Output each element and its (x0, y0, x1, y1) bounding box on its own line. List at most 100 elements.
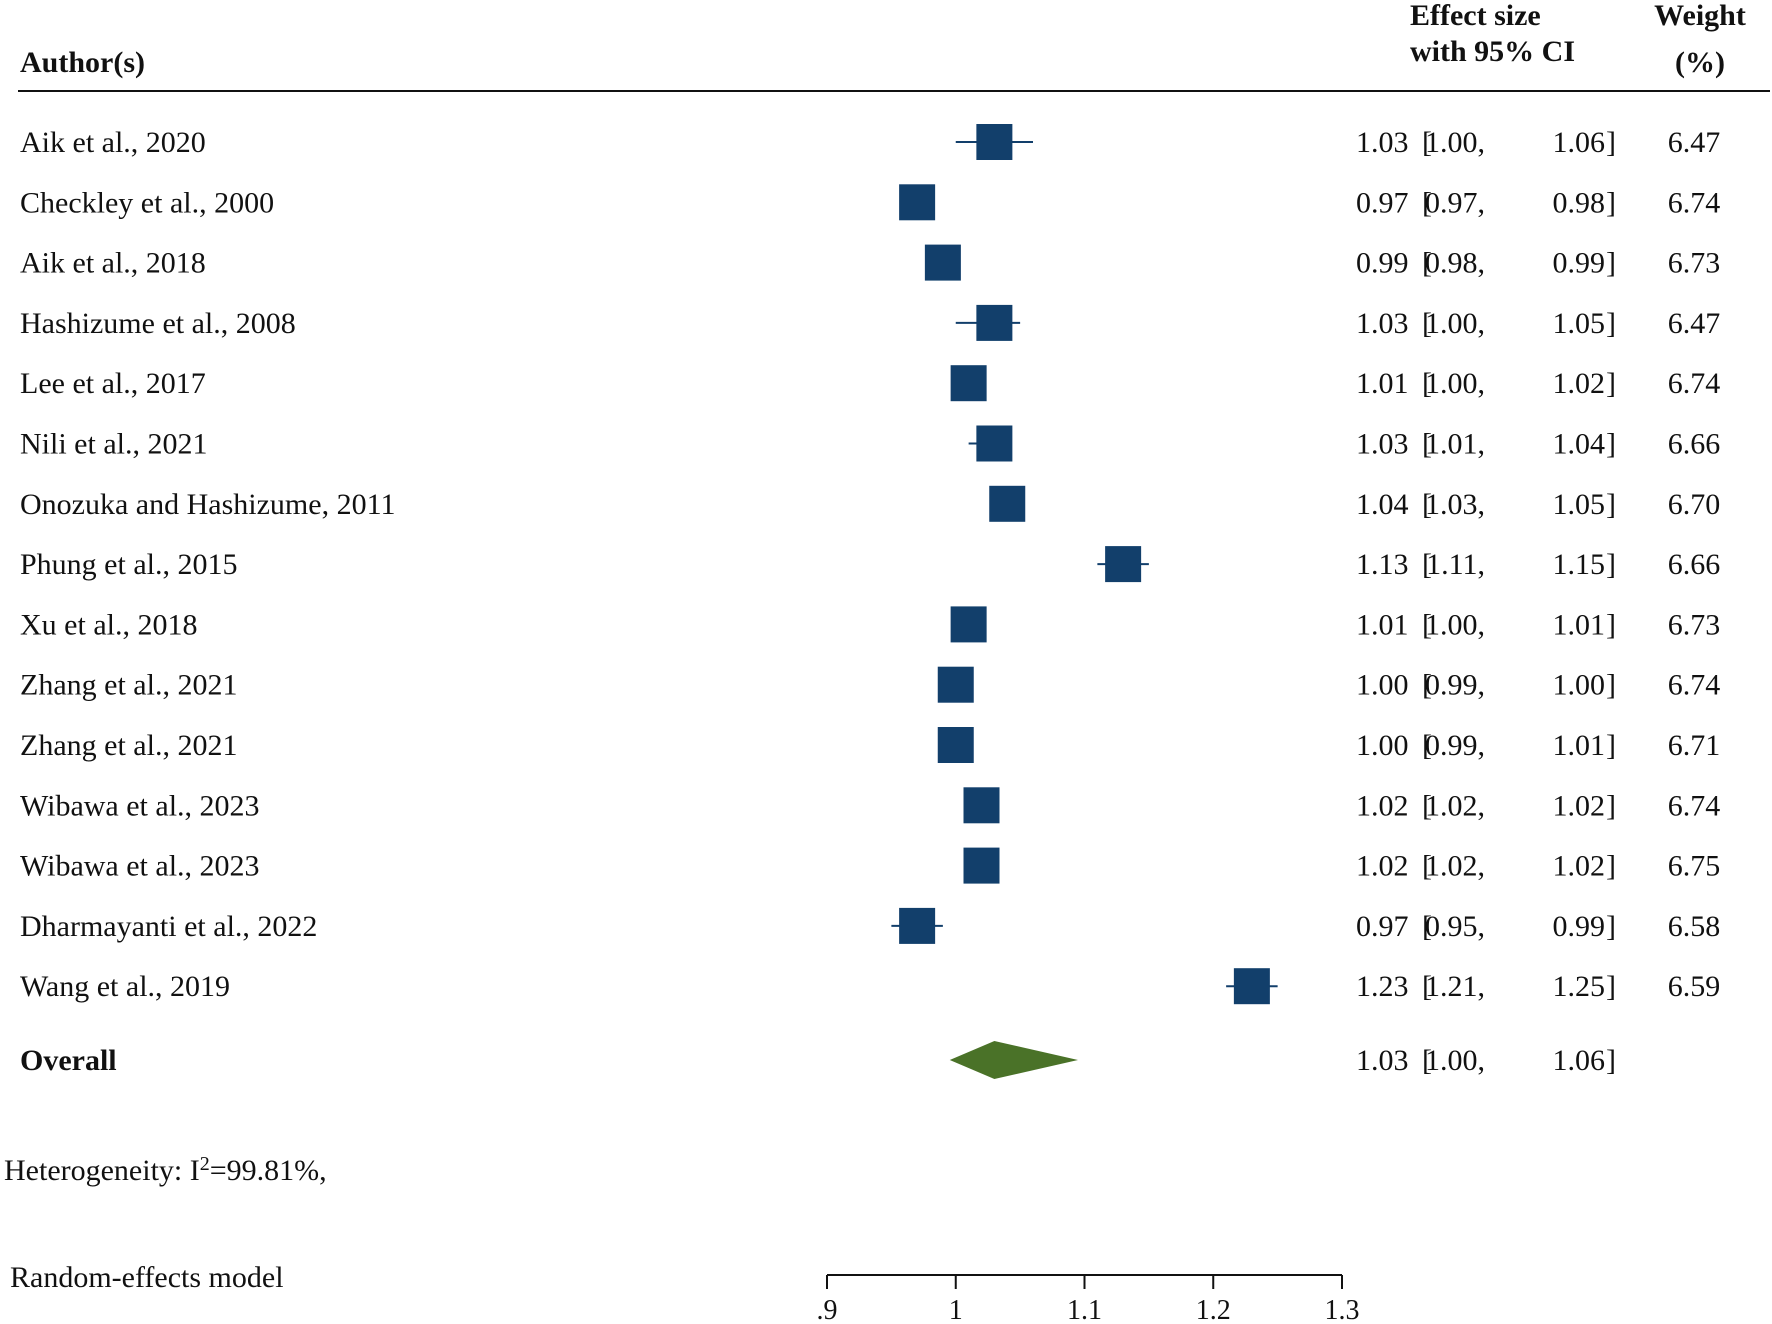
ci-upper-value: 0.99 (1553, 247, 1606, 280)
study-marker (976, 425, 1013, 462)
study-row: Zhang et al., 2021 1.00 [0.99, 1.00] 6.74 (20, 666, 1721, 703)
study-label: Hashizume et al., 2008 (20, 307, 296, 340)
x-tick-label: 1.3 (1325, 1295, 1360, 1324)
overall-ci-lower-value: 1.00, (1425, 1044, 1485, 1077)
study-marker (1233, 968, 1270, 1005)
x-tick-label: 1.2 (1196, 1295, 1231, 1324)
ci-open-bracket: [ (1422, 789, 1432, 822)
effect-size-value: 1.23 (1356, 970, 1409, 1003)
weight-value: 6.47 (1668, 307, 1721, 340)
heterogeneity-text: Heterogeneity: I2=99.81%, (4, 1153, 327, 1187)
study-marker (989, 485, 1026, 522)
study-row: Aik et al., 2018 0.99 [0.98, 0.99] 6.73 (20, 244, 1720, 281)
study-row: Zhang et al., 2021 1.00 [0.99, 1.01] 6.71 (20, 727, 1720, 763)
ci-close-bracket: ] (1606, 367, 1616, 400)
effect-size-value: 1.04 (1356, 488, 1409, 521)
study-row: Dharmayanti et al., 2022 0.97 [0.95, 0.99] 6… (20, 907, 1720, 944)
study-row: Onozuka and Hashizume, 2011 1.04 [1.03, 1.0… (20, 485, 1721, 522)
study-row: Checkley et al., 2000 0.97 [0.97, 0.98] 6.74 (20, 184, 1720, 221)
study-row: Aik et al., 2020 1.03 [1.00, 1.06] 6.47 (20, 124, 1720, 160)
ci-open-bracket: [ (1422, 910, 1432, 943)
ci-lower-value: 0.99, (1425, 729, 1485, 762)
ci-open-bracket: [ (1422, 488, 1432, 521)
ci-lower-value: 0.98, (1425, 247, 1485, 280)
ci-upper-value: 1.04 (1553, 428, 1606, 461)
overall-diamond (949, 1041, 1078, 1079)
ci-open-bracket: [ (1422, 970, 1432, 1003)
ci-lower-value: 1.01, (1425, 428, 1485, 461)
study-label: Aik et al., 2020 (20, 126, 206, 159)
effect-size-value: 1.02 (1356, 850, 1409, 883)
heterogeneity-prefix: Heterogeneity: I (4, 1154, 200, 1187)
ci-lower-value: 1.11, (1426, 548, 1485, 581)
study-row: Xu et al., 2018 1.01 [1.00, 1.01] 6.73 (20, 606, 1720, 643)
study-marker (950, 606, 987, 643)
study-row: Wibawa et al., 2023 1.02 [1.02, 1.02] 6.74 (20, 787, 1721, 824)
study-label: Lee et al., 2017 (20, 367, 206, 400)
ci-open-bracket: [ (1422, 126, 1432, 159)
ci-upper-value: 1.02 (1553, 367, 1606, 400)
study-row: Lee et al., 2017 1.01 [1.00, 1.02] 6.74 (20, 365, 1720, 402)
effect-size-value: 1.03 (1356, 307, 1409, 340)
study-marker (899, 184, 936, 221)
ci-open-bracket: [ (1422, 608, 1432, 641)
ci-close-bracket: ] (1606, 548, 1616, 581)
weight-value: 6.70 (1668, 488, 1721, 521)
effect-size-value: 1.01 (1356, 367, 1409, 400)
x-axis: .9 1 1.1 1.2 1.3 (817, 1274, 1360, 1324)
effect-size-header-line1: Effect size (1410, 0, 1541, 32)
ci-upper-value: 1.15 (1553, 548, 1606, 581)
study-marker (1105, 546, 1142, 583)
ci-upper-value: 1.05 (1553, 307, 1606, 340)
study-label: Wibawa et al., 2023 (20, 789, 260, 822)
ci-close-bracket: ] (1606, 669, 1616, 702)
ci-lower-value: 1.03, (1425, 488, 1485, 521)
heterogeneity-superscript: 2 (200, 1153, 210, 1175)
weight-header-line2: (%) (1675, 46, 1725, 79)
heterogeneity-value: =99.81%, (210, 1154, 327, 1187)
study-label: Aik et al., 2018 (20, 247, 206, 280)
model-label: Random-effects model (10, 1261, 284, 1294)
effect-size-value: 1.03 (1356, 428, 1409, 461)
ci-upper-value: 1.25 (1553, 970, 1606, 1003)
ci-lower-value: 1.00, (1425, 367, 1485, 400)
effect-size-value: 1.13 (1356, 548, 1409, 581)
ci-upper-value: 1.06 (1553, 126, 1606, 159)
study-marker (899, 907, 936, 944)
ci-open-bracket: [ (1422, 186, 1432, 219)
ci-close-bracket: ] (1606, 850, 1616, 883)
effect-size-value: 1.02 (1356, 789, 1409, 822)
ci-close-bracket: ] (1606, 1044, 1616, 1077)
weight-value: 6.74 (1668, 789, 1721, 822)
weight-value: 6.66 (1668, 548, 1721, 581)
weight-value: 6.74 (1668, 669, 1721, 702)
ci-open-bracket: [ (1422, 669, 1432, 702)
ci-close-bracket: ] (1606, 729, 1616, 762)
ci-open-bracket: [ (1422, 247, 1432, 280)
ci-close-bracket: ] (1606, 126, 1616, 159)
study-marker (976, 124, 1013, 160)
ci-lower-value: 1.00, (1425, 126, 1485, 159)
ci-close-bracket: ] (1606, 428, 1616, 461)
ci-lower-value: 1.00, (1425, 307, 1485, 340)
ci-upper-value: 1.00 (1553, 669, 1606, 702)
study-marker (924, 244, 961, 281)
effect-size-value: 1.00 (1356, 669, 1409, 702)
overall-effect-size-value: 1.03 (1356, 1044, 1409, 1077)
x-tick-label: 1.1 (1067, 1295, 1102, 1324)
study-row: Wibawa et al., 2023 1.02 [1.02, 1.02] 6.75 (20, 847, 1720, 884)
study-label: Phung et al., 2015 (20, 548, 238, 581)
ci-upper-value: 1.02 (1553, 789, 1606, 822)
ci-close-bracket: ] (1606, 247, 1616, 280)
study-label: Dharmayanti et al., 2022 (20, 910, 317, 943)
study-label: Xu et al., 2018 (20, 608, 197, 641)
ci-upper-value: 0.99 (1553, 910, 1606, 943)
weight-value: 6.47 (1668, 126, 1721, 159)
study-row: Nili et al., 2021 1.03 [1.01, 1.04] 6.66 (20, 425, 1720, 462)
ci-close-bracket: ] (1606, 307, 1616, 340)
ci-lower-value: 0.97, (1425, 186, 1485, 219)
x-tick-label: 1 (949, 1295, 963, 1324)
ci-upper-value: 1.01 (1553, 608, 1606, 641)
study-row: Hashizume et al., 2008 1.03 [1.00, 1.05] 6.4… (20, 304, 1721, 341)
